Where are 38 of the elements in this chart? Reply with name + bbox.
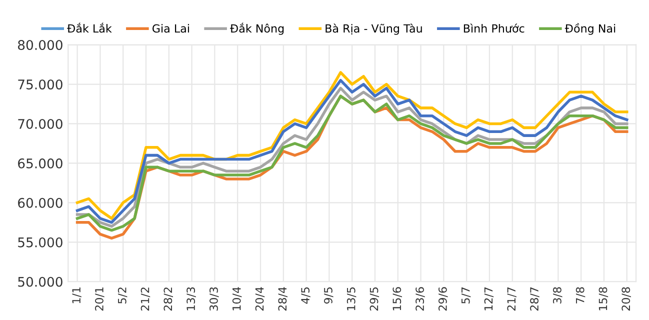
x-tick-label: 20/1 bbox=[95, 287, 104, 311]
x-tick-label: 21/2 bbox=[140, 288, 150, 311]
x-tick-label: 5/2 bbox=[118, 288, 128, 304]
x-tick-label: 20/4 bbox=[255, 287, 265, 311]
x-tick-label: 15/8 bbox=[598, 287, 608, 310]
x-tick-label: 7/8 bbox=[576, 287, 586, 304]
x-tick-label: 28/2 bbox=[164, 288, 173, 311]
y-tick-label: 50.000 bbox=[18, 276, 62, 287]
x-tick-label: 23/6 bbox=[416, 287, 425, 311]
y-tick-label: 70.000 bbox=[18, 118, 62, 129]
y-tick-label: 55.000 bbox=[18, 237, 62, 248]
x-tick-label: 29/5 bbox=[370, 287, 380, 311]
legend-label: Đắk Lắk bbox=[67, 22, 112, 33]
y-tick-label: 75.000 bbox=[18, 79, 62, 90]
y-tick-label: 60.000 bbox=[18, 198, 62, 208]
x-tick-label: 13/5 bbox=[346, 287, 356, 310]
x-tick-label: 30/3 bbox=[210, 287, 219, 311]
x-tick-label: 20/8 bbox=[622, 287, 631, 311]
x-tick-label: 21/7 bbox=[507, 287, 516, 311]
legend-label: Đắk Nông bbox=[230, 22, 284, 35]
x-tick-label: 9/5 bbox=[324, 287, 334, 304]
y-tick-label: 65.000 bbox=[18, 158, 62, 168]
legend-label: Đồng Nai bbox=[564, 23, 616, 35]
x-tick-label: 29/6 bbox=[438, 287, 448, 311]
legend-label: Bà Rịa - Vũng Tàu bbox=[326, 24, 422, 35]
x-tick-label: 1/1 bbox=[72, 287, 82, 304]
x-tick-label: 4/5 bbox=[301, 287, 310, 304]
y-tick-label: 80.000 bbox=[18, 40, 62, 50]
x-tick-label: 10/4 bbox=[232, 287, 242, 310]
x-tick-label: 12/7 bbox=[484, 287, 494, 310]
x-tick-label: 13/3 bbox=[186, 287, 196, 310]
x-tick-label: 28/7 bbox=[530, 287, 540, 311]
legend-label: Gia Lai bbox=[152, 24, 189, 33]
x-tick-label: 3/8 bbox=[552, 287, 562, 304]
x-tick-label: 5/7 bbox=[462, 287, 471, 304]
x-tick-label: 15/6 bbox=[392, 287, 402, 310]
legend-label: Bình Phước bbox=[464, 24, 524, 33]
x-tick-label: 28/4 bbox=[278, 287, 288, 311]
